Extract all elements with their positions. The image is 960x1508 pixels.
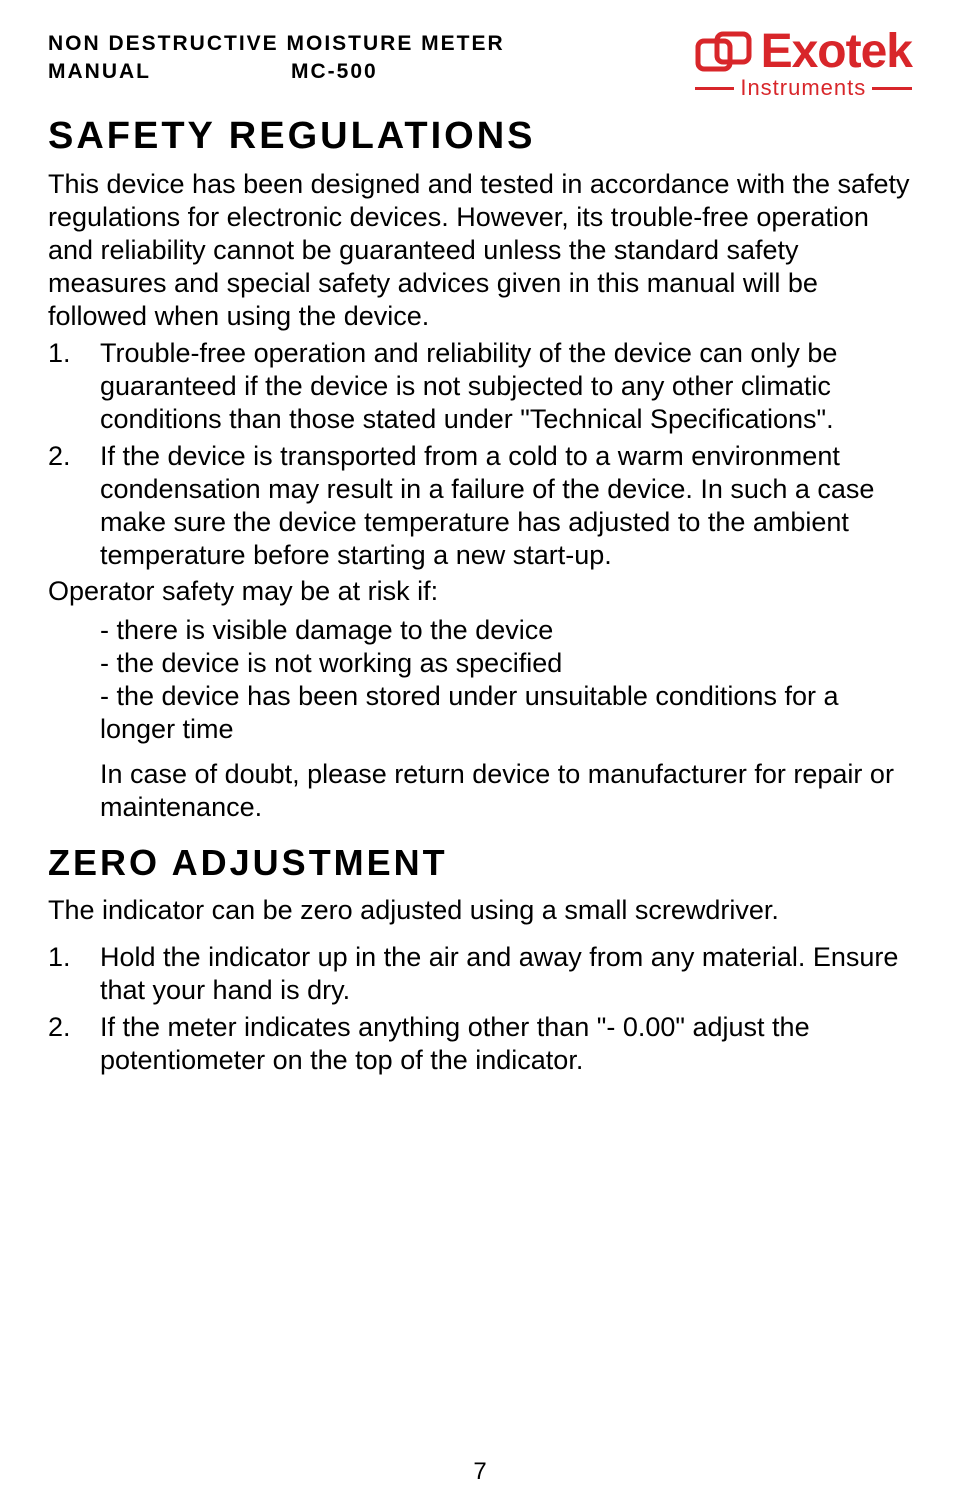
section-title-zero: ZERO ADJUSTMENT: [48, 842, 912, 884]
list-item: 1. Trouble-free operation and reliabilit…: [48, 337, 912, 436]
section-title-safety: SAFETY REGULATIONS: [48, 115, 912, 158]
page-number: 7: [0, 1458, 960, 1486]
zero-numbered-list: 1. Hold the indicator up in the air and …: [48, 941, 912, 1077]
safety-numbered-list: 1. Trouble-free operation and reliabilit…: [48, 337, 912, 572]
doubt-note: In case of doubt, please return device t…: [48, 758, 912, 824]
logo-subline: Instruments: [695, 75, 912, 101]
page-header: NON DESTRUCTIVE MOISTURE METER MANUALMC-…: [48, 30, 912, 101]
overlapping-squares-icon: [695, 31, 753, 73]
list-text: Hold the indicator up in the air and awa…: [100, 941, 912, 1007]
list-text: Trouble-free operation and reliability o…: [100, 337, 912, 436]
list-number: 2.: [48, 1011, 100, 1077]
header-line2: MANUALMC-500: [48, 58, 505, 86]
list-number: 1.: [48, 337, 100, 436]
list-text: If the device is transported from a cold…: [100, 440, 912, 572]
brand-logo: Exotek Instruments: [695, 30, 912, 101]
logo-main: Exotek: [695, 30, 912, 73]
risk-bullet: - the device is not working as specified: [48, 647, 912, 680]
list-item: 2. If the device is transported from a c…: [48, 440, 912, 572]
risk-lead-in: Operator safety may be at risk if:: [48, 575, 912, 608]
logo-brand-name: Exotek: [761, 30, 912, 73]
list-number: 1.: [48, 941, 100, 1007]
list-number: 2.: [48, 440, 100, 572]
header-line1: NON DESTRUCTIVE MOISTURE METER: [48, 30, 505, 58]
logo-bar-right: [872, 87, 912, 90]
risk-bullet: - the device has been stored under unsui…: [48, 680, 912, 746]
risk-bullet: - there is visible damage to the device: [48, 614, 912, 647]
zero-intro-paragraph: The indicator can be zero adjusted using…: [48, 894, 912, 927]
logo-bar-left: [695, 87, 735, 90]
list-item: 1. Hold the indicator up in the air and …: [48, 941, 912, 1007]
logo-sub-text: Instruments: [740, 75, 866, 101]
header-title-block: NON DESTRUCTIVE MOISTURE METER MANUALMC-…: [48, 30, 505, 87]
list-item: 2. If the meter indicates anything other…: [48, 1011, 912, 1077]
safety-intro-paragraph: This device has been designed and tested…: [48, 168, 912, 333]
list-text: If the meter indicates anything other th…: [100, 1011, 912, 1077]
